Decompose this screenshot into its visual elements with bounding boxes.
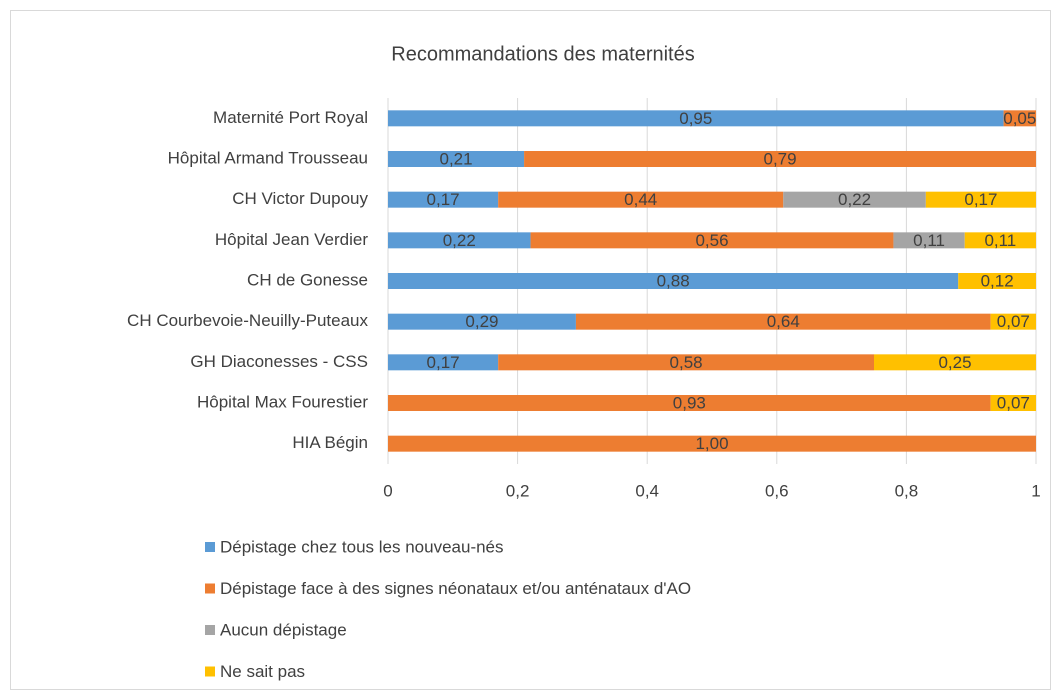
bar-segment [388, 435, 1036, 452]
x-tick-label: 1 [1031, 481, 1040, 500]
data-label: 0,22 [443, 231, 476, 250]
data-label: 0,21 [439, 149, 472, 168]
data-label: 0,17 [427, 353, 460, 372]
bar-segment [783, 191, 926, 208]
bar-segment [1003, 110, 1036, 127]
data-label: 0,11 [984, 231, 1016, 250]
bar-segment [575, 313, 991, 330]
bar-segment [388, 395, 991, 411]
data-label: 0,12 [981, 271, 1014, 290]
legend-swatch [205, 542, 215, 552]
bar-segment [388, 232, 531, 249]
data-label: 0,79 [763, 149, 796, 168]
bar-segment [498, 354, 874, 371]
x-tick-label: 0,6 [765, 481, 789, 500]
bar-segment [388, 151, 525, 167]
bar-segment [530, 232, 894, 249]
data-label: 0,64 [767, 312, 800, 331]
legend-swatch [205, 625, 215, 635]
y-tick-label: Hôpital Jean Verdier [215, 230, 368, 249]
data-label: 0,29 [465, 312, 498, 331]
bar-segment [388, 191, 499, 208]
data-label: 0,07 [997, 393, 1030, 412]
legend-swatch [205, 583, 215, 594]
bar-segment [874, 354, 1036, 371]
y-tick-label: CH de Gonesse [247, 270, 368, 289]
bar-segment [388, 354, 499, 371]
data-label: 0,93 [673, 393, 706, 412]
legend-swatch [205, 666, 215, 677]
y-tick-label: GH Diaconesses - CSS [190, 352, 368, 371]
legend-label: Ne sait pas [220, 662, 305, 681]
bar-segment [925, 191, 1036, 208]
x-tick-label: 0 [383, 481, 392, 500]
x-tick-label: 0,2 [506, 481, 530, 500]
data-label: 1,00 [695, 434, 728, 453]
y-tick-label: CH Victor Dupouy [232, 189, 368, 208]
y-tick-label: Hôpital Max Fourestier [197, 392, 368, 411]
data-label: 0,44 [624, 190, 657, 209]
legend-label: Dépistage chez tous les nouveau-nés [220, 537, 504, 556]
bar-segment [893, 232, 965, 249]
x-tick-label: 0,4 [635, 481, 659, 500]
data-label: 0,17 [964, 190, 997, 209]
bar-segment [388, 273, 959, 289]
data-label: 0,11 [913, 231, 945, 250]
bar-segment [990, 313, 1036, 330]
bar-segment [524, 151, 1036, 167]
bar-segment [958, 273, 1036, 289]
data-label: 0,88 [657, 271, 690, 290]
data-label: 0,95 [679, 109, 712, 128]
data-label: 0,05 [1003, 109, 1036, 128]
data-label: 0,07 [997, 312, 1030, 331]
bar-segment [498, 191, 784, 208]
x-tick-label: 0,8 [895, 481, 919, 500]
data-label: 0,25 [938, 353, 971, 372]
bar-segment [388, 313, 576, 330]
y-tick-label: Maternité Port Royal [213, 108, 368, 127]
y-tick-label: CH Courbevoie-Neuilly-Puteaux [127, 311, 368, 330]
legend-label: Dépistage face à des signes néonataux et… [220, 579, 691, 598]
data-label: 0,58 [670, 353, 703, 372]
data-label: 0,56 [695, 231, 728, 250]
bar-segment [990, 395, 1036, 411]
legend-label: Aucun dépistage [220, 620, 347, 639]
chart-title: Recommandations des maternités [391, 43, 694, 65]
data-label: 0,17 [427, 190, 460, 209]
bar-segment [964, 232, 1036, 249]
bar-segment [388, 110, 1004, 127]
y-tick-label: Hôpital Armand Trousseau [168, 148, 368, 167]
data-label: 0,22 [838, 190, 871, 209]
y-tick-label: HIA Bégin [292, 433, 368, 452]
